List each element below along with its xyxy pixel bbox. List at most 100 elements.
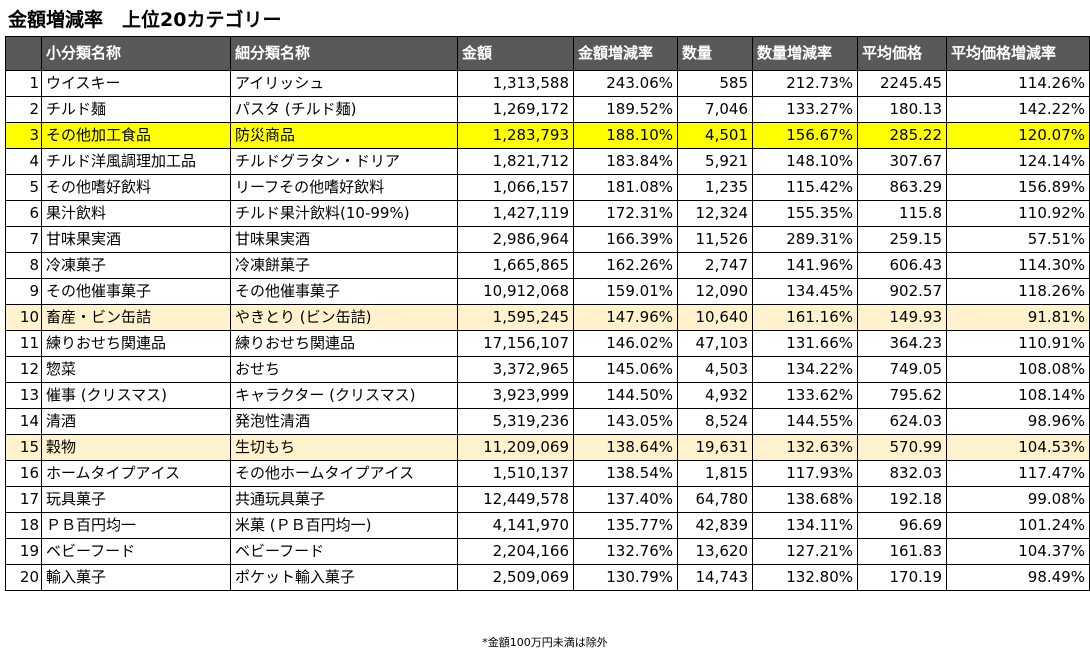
- cell-quantity-rate: 212.73%: [752, 70, 858, 97]
- cell-avg-price-rate: 104.37%: [946, 538, 1090, 565]
- cell-quantity: 4,503: [677, 356, 753, 383]
- cell-subcategory: ポケット輸入菓子: [230, 564, 458, 591]
- cell-rank: 20: [5, 564, 42, 591]
- cell-subcategory: チルドグラタン・ドリア: [230, 148, 458, 175]
- cell-quantity: 585: [677, 70, 753, 97]
- cell-quantity-rate: 127.21%: [752, 538, 858, 565]
- table-row: 9 その他催事菓子 その他催事菓子 10,912,068 159.01% 12,090 13…: [5, 278, 1090, 305]
- cell-rank: 10: [5, 304, 42, 331]
- cell-avg-price-rate: 98.49%: [946, 564, 1090, 591]
- cell-avg-price: 749.05: [857, 356, 947, 383]
- cell-quantity: 47,103: [677, 330, 753, 357]
- cell-quantity: 4,501: [677, 122, 753, 149]
- cell-rank: 11: [5, 330, 42, 357]
- cell-category: 輸入菓子: [41, 564, 231, 591]
- cell-subcategory: リーフその他嗜好飲料: [230, 174, 458, 201]
- cell-rank: 9: [5, 278, 42, 305]
- cell-amount: 1,313,588: [457, 70, 574, 97]
- cell-amount-rate: 188.10%: [573, 122, 678, 149]
- cell-quantity: 1,815: [677, 460, 753, 487]
- cell-quantity: 4,932: [677, 382, 753, 409]
- table-row: 16 ホームタイプアイス その他ホームタイプアイス 1,510,137 138.54% 1…: [5, 460, 1090, 487]
- cell-category: 冷凍菓子: [41, 252, 231, 279]
- cell-amount: 3,372,965: [457, 356, 574, 383]
- cell-amount-rate: 147.96%: [573, 304, 678, 331]
- cell-category: 果汁飲料: [41, 200, 231, 227]
- cell-amount-rate: 130.79%: [573, 564, 678, 591]
- cell-amount: 1,427,119: [457, 200, 574, 227]
- cell-avg-price-rate: 99.08%: [946, 486, 1090, 513]
- cell-subcategory: おせち: [230, 356, 458, 383]
- cell-category: ホームタイプアイス: [41, 460, 231, 487]
- cell-avg-price-rate: 98.96%: [946, 408, 1090, 435]
- cell-category: 練りおせち関連品: [41, 330, 231, 357]
- cell-avg-price-rate: 114.30%: [946, 252, 1090, 279]
- cell-avg-price-rate: 114.26%: [946, 70, 1090, 97]
- cell-avg-price: 259.15: [857, 226, 947, 253]
- cell-avg-price: 96.69: [857, 512, 947, 539]
- cell-avg-price-rate: 108.08%: [946, 356, 1090, 383]
- column-header-quantity-rate: 数量増減率: [752, 36, 858, 71]
- cell-subcategory: 生切もち: [230, 434, 458, 461]
- cell-avg-price: 606.43: [857, 252, 947, 279]
- cell-amount-rate: 145.06%: [573, 356, 678, 383]
- table-row: 11 練りおせち関連品 練りおせち関連品 17,156,107 146.02% 47,10…: [5, 330, 1090, 357]
- ranking-table: 小分類名称 細分類名称 金額 金額増減率 数量 数量増減率 平均価格 平均価格増…: [5, 36, 1090, 591]
- cell-quantity: 12,324: [677, 200, 753, 227]
- cell-subcategory: ベビーフード: [230, 538, 458, 565]
- cell-amount-rate: 146.02%: [573, 330, 678, 357]
- cell-subcategory: アイリッシュ: [230, 70, 458, 97]
- cell-avg-price-rate: 57.51%: [946, 226, 1090, 253]
- cell-avg-price-rate: 156.89%: [946, 174, 1090, 201]
- cell-avg-price-rate: 142.22%: [946, 96, 1090, 123]
- table-body: 1 ウイスキー アイリッシュ 1,313,588 243.06% 585 212.73% 22…: [5, 70, 1090, 591]
- cell-subcategory: チルド果汁飲料(10-99%): [230, 200, 458, 227]
- cell-amount-rate: 243.06%: [573, 70, 678, 97]
- cell-amount: 2,204,166: [457, 538, 574, 565]
- cell-avg-price-rate: 117.47%: [946, 460, 1090, 487]
- table-row: 20 輸入菓子 ポケット輸入菓子 2,509,069 130.79% 14,743 132.…: [5, 564, 1090, 591]
- cell-avg-price: 192.18: [857, 486, 947, 513]
- cell-rank: 6: [5, 200, 42, 227]
- cell-category: チルド麺: [41, 96, 231, 123]
- cell-rank: 3: [5, 122, 42, 149]
- cell-avg-price-rate: 110.91%: [946, 330, 1090, 357]
- cell-amount-rate: 143.05%: [573, 408, 678, 435]
- cell-subcategory: 練りおせち関連品: [230, 330, 458, 357]
- column-header-subcategory: 細分類名称: [230, 36, 458, 71]
- cell-quantity-rate: 148.10%: [752, 148, 858, 175]
- cell-subcategory: 米菓 (ＰＢ百円均一): [230, 512, 458, 539]
- cell-rank: 18: [5, 512, 42, 539]
- cell-quantity: 42,839: [677, 512, 753, 539]
- cell-quantity-rate: 134.22%: [752, 356, 858, 383]
- table-row: 6 果汁飲料 チルド果汁飲料(10-99%) 1,427,119 172.31% 12,3…: [5, 200, 1090, 227]
- table-row: 12 惣菜 おせち 3,372,965 145.06% 4,503 134.22% 749.0…: [5, 356, 1090, 383]
- footnote: *金額100万円未満は除外: [482, 636, 608, 649]
- cell-quantity: 11,526: [677, 226, 753, 253]
- cell-category: ＰＢ百円均一: [41, 512, 231, 539]
- cell-subcategory: 共通玩具菓子: [230, 486, 458, 513]
- cell-avg-price: 902.57: [857, 278, 947, 305]
- cell-amount-rate: 181.08%: [573, 174, 678, 201]
- cell-rank: 15: [5, 434, 42, 461]
- cell-subcategory: 冷凍餅菓子: [230, 252, 458, 279]
- cell-quantity-rate: 134.45%: [752, 278, 858, 305]
- cell-rank: 12: [5, 356, 42, 383]
- cell-amount-rate: 172.31%: [573, 200, 678, 227]
- cell-quantity-rate: 132.80%: [752, 564, 858, 591]
- cell-amount: 1,821,712: [457, 148, 574, 175]
- cell-quantity-rate: 117.93%: [752, 460, 858, 487]
- column-header-avg-price: 平均価格: [857, 36, 947, 71]
- cell-quantity: 7,046: [677, 96, 753, 123]
- cell-subcategory: 甘味果実酒: [230, 226, 458, 253]
- cell-amount-rate: 189.52%: [573, 96, 678, 123]
- cell-avg-price: 624.03: [857, 408, 947, 435]
- cell-category: チルド洋風調理加工品: [41, 148, 231, 175]
- cell-quantity: 2,747: [677, 252, 753, 279]
- cell-category: ベビーフード: [41, 538, 231, 565]
- cell-category: ウイスキー: [41, 70, 231, 97]
- page-title: 金額増減率 上位20カテゴリー: [8, 9, 282, 31]
- cell-amount-rate: 135.77%: [573, 512, 678, 539]
- table-row: 1 ウイスキー アイリッシュ 1,313,588 243.06% 585 212.73% 22…: [5, 70, 1090, 97]
- column-header-amount: 金額: [457, 36, 574, 71]
